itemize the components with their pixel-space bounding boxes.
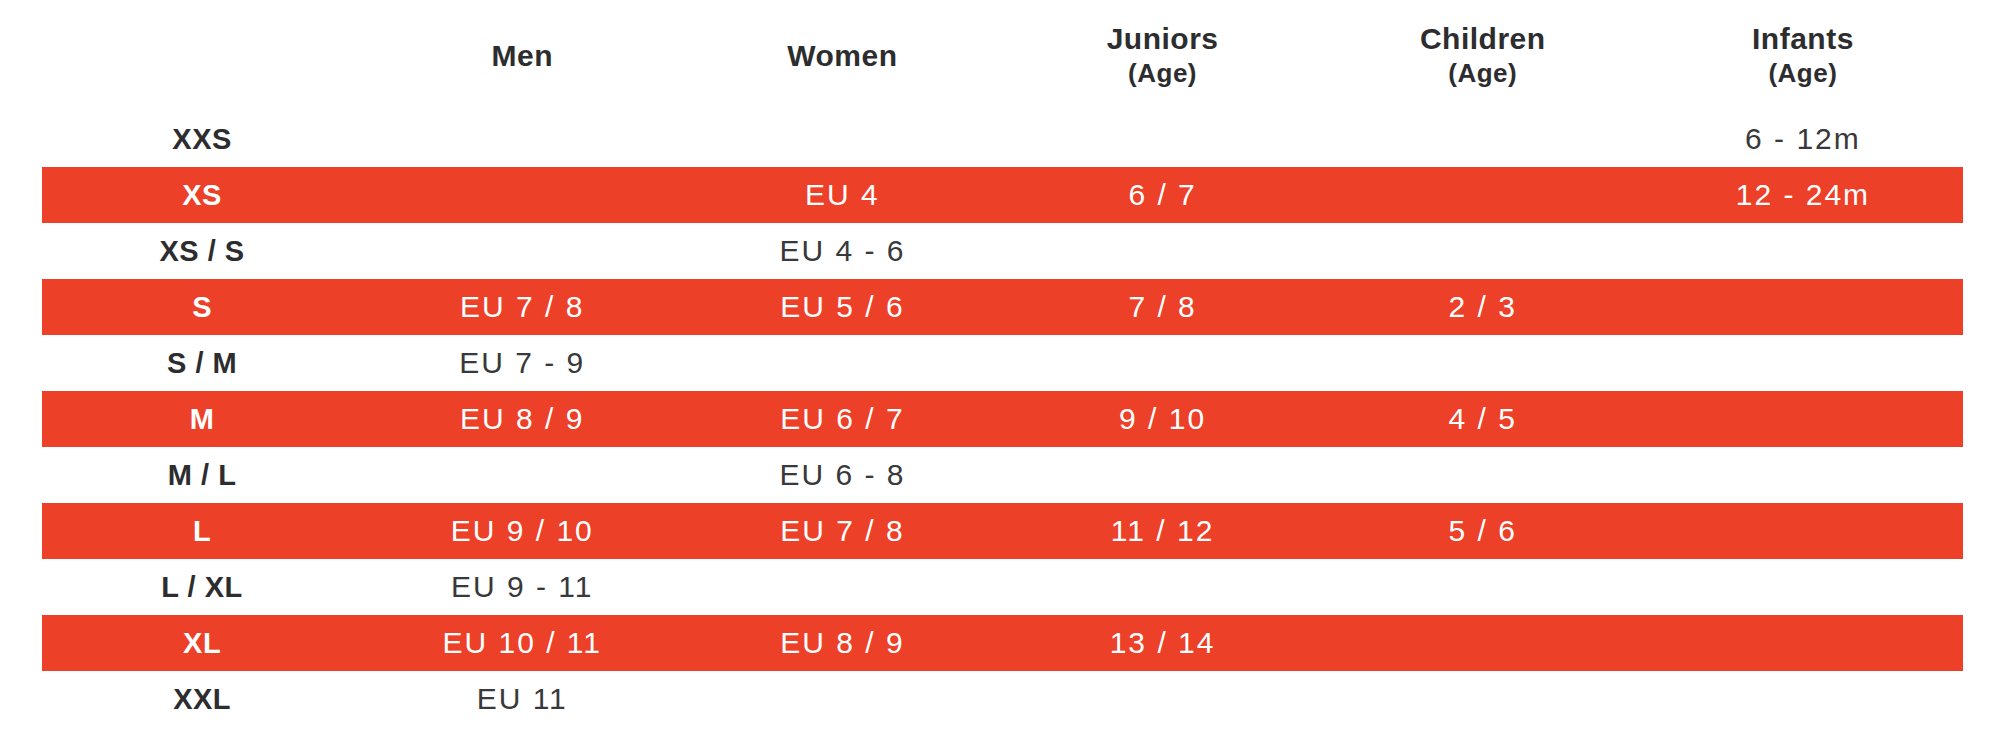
size-label: S (42, 291, 362, 324)
cell-women: EU 8 / 9 (682, 626, 1002, 660)
size-label: S / M (42, 347, 362, 380)
cell-juniors: 7 / 8 (1002, 290, 1322, 324)
cell-men: EU 10 / 11 (362, 626, 682, 660)
header-infants-label: Infants (1752, 22, 1854, 55)
header-women: Women (682, 39, 1002, 73)
table-row-s: S EU 7 / 8 EU 5 / 6 7 / 8 2 / 3 (42, 279, 1963, 335)
table-row-xxl: XXL EU 11 (42, 671, 1963, 727)
cell-women: EU 5 / 6 (682, 290, 1002, 324)
table-row-l: L EU 9 / 10 EU 7 / 8 11 / 12 5 / 6 (42, 503, 1963, 559)
cell-men: EU 8 / 9 (362, 402, 682, 436)
size-label: XXS (42, 123, 362, 156)
cell-women: EU 4 - 6 (682, 234, 1002, 268)
cell-juniors: 9 / 10 (1002, 402, 1322, 436)
cell-infants: 6 - 12m (1643, 122, 1963, 156)
size-label: XL (42, 627, 362, 660)
table-header-row: Men Women Juniors(Age) Children(Age) Inf… (42, 0, 1963, 111)
cell-women: EU 6 - 8 (682, 458, 1002, 492)
header-infants-sub: (Age) (1643, 56, 1963, 90)
cell-men: EU 11 (362, 682, 682, 716)
cell-children: 5 / 6 (1323, 514, 1643, 548)
header-children-label: Children (1420, 22, 1546, 55)
table-row-l-xl: L / XL EU 9 - 11 (42, 559, 1963, 615)
header-men: Men (362, 39, 682, 73)
cell-children: 4 / 5 (1323, 402, 1643, 436)
size-chart-table: Men Women Juniors(Age) Children(Age) Inf… (42, 0, 1963, 727)
table-row-m: M EU 8 / 9 EU 6 / 7 9 / 10 4 / 5 (42, 391, 1963, 447)
cell-women: EU 7 / 8 (682, 514, 1002, 548)
table-row-s-m: S / M EU 7 - 9 (42, 335, 1963, 391)
table-row-xxs: XXS 6 - 12m (42, 111, 1963, 167)
cell-men: EU 7 / 8 (362, 290, 682, 324)
cell-juniors: 13 / 14 (1002, 626, 1322, 660)
cell-juniors: 11 / 12 (1002, 514, 1322, 548)
header-juniors-sub: (Age) (1002, 56, 1322, 90)
header-women-label: Women (787, 39, 897, 72)
header-children-sub: (Age) (1323, 56, 1643, 90)
cell-women: EU 4 (682, 178, 1002, 212)
header-children: Children(Age) (1323, 22, 1643, 90)
table-row-xs: XS EU 4 6 / 7 12 - 24m (42, 167, 1963, 223)
size-label: M / L (42, 459, 362, 492)
size-label: L / XL (42, 571, 362, 604)
cell-juniors: 6 / 7 (1002, 178, 1322, 212)
size-label: L (42, 515, 362, 548)
cell-women: EU 6 / 7 (682, 402, 1002, 436)
size-label: M (42, 403, 362, 436)
table-row-m-l: M / L EU 6 - 8 (42, 447, 1963, 503)
size-chart-page: Men Women Juniors(Age) Children(Age) Inf… (0, 0, 2000, 755)
cell-men: EU 9 - 11 (362, 570, 682, 604)
cell-children: 2 / 3 (1323, 290, 1643, 324)
header-men-label: Men (491, 39, 553, 72)
table-row-xl: XL EU 10 / 11 EU 8 / 9 13 / 14 (42, 615, 1963, 671)
size-label: XXL (42, 683, 362, 716)
cell-men: EU 7 - 9 (362, 346, 682, 380)
table-row-xs-s: XS / S EU 4 - 6 (42, 223, 1963, 279)
cell-men: EU 9 / 10 (362, 514, 682, 548)
cell-infants: 12 - 24m (1643, 178, 1963, 212)
header-infants: Infants(Age) (1643, 22, 1963, 90)
header-juniors-label: Juniors (1107, 22, 1219, 55)
size-label: XS (42, 179, 362, 212)
header-juniors: Juniors(Age) (1002, 22, 1322, 90)
size-label: XS / S (42, 235, 362, 268)
